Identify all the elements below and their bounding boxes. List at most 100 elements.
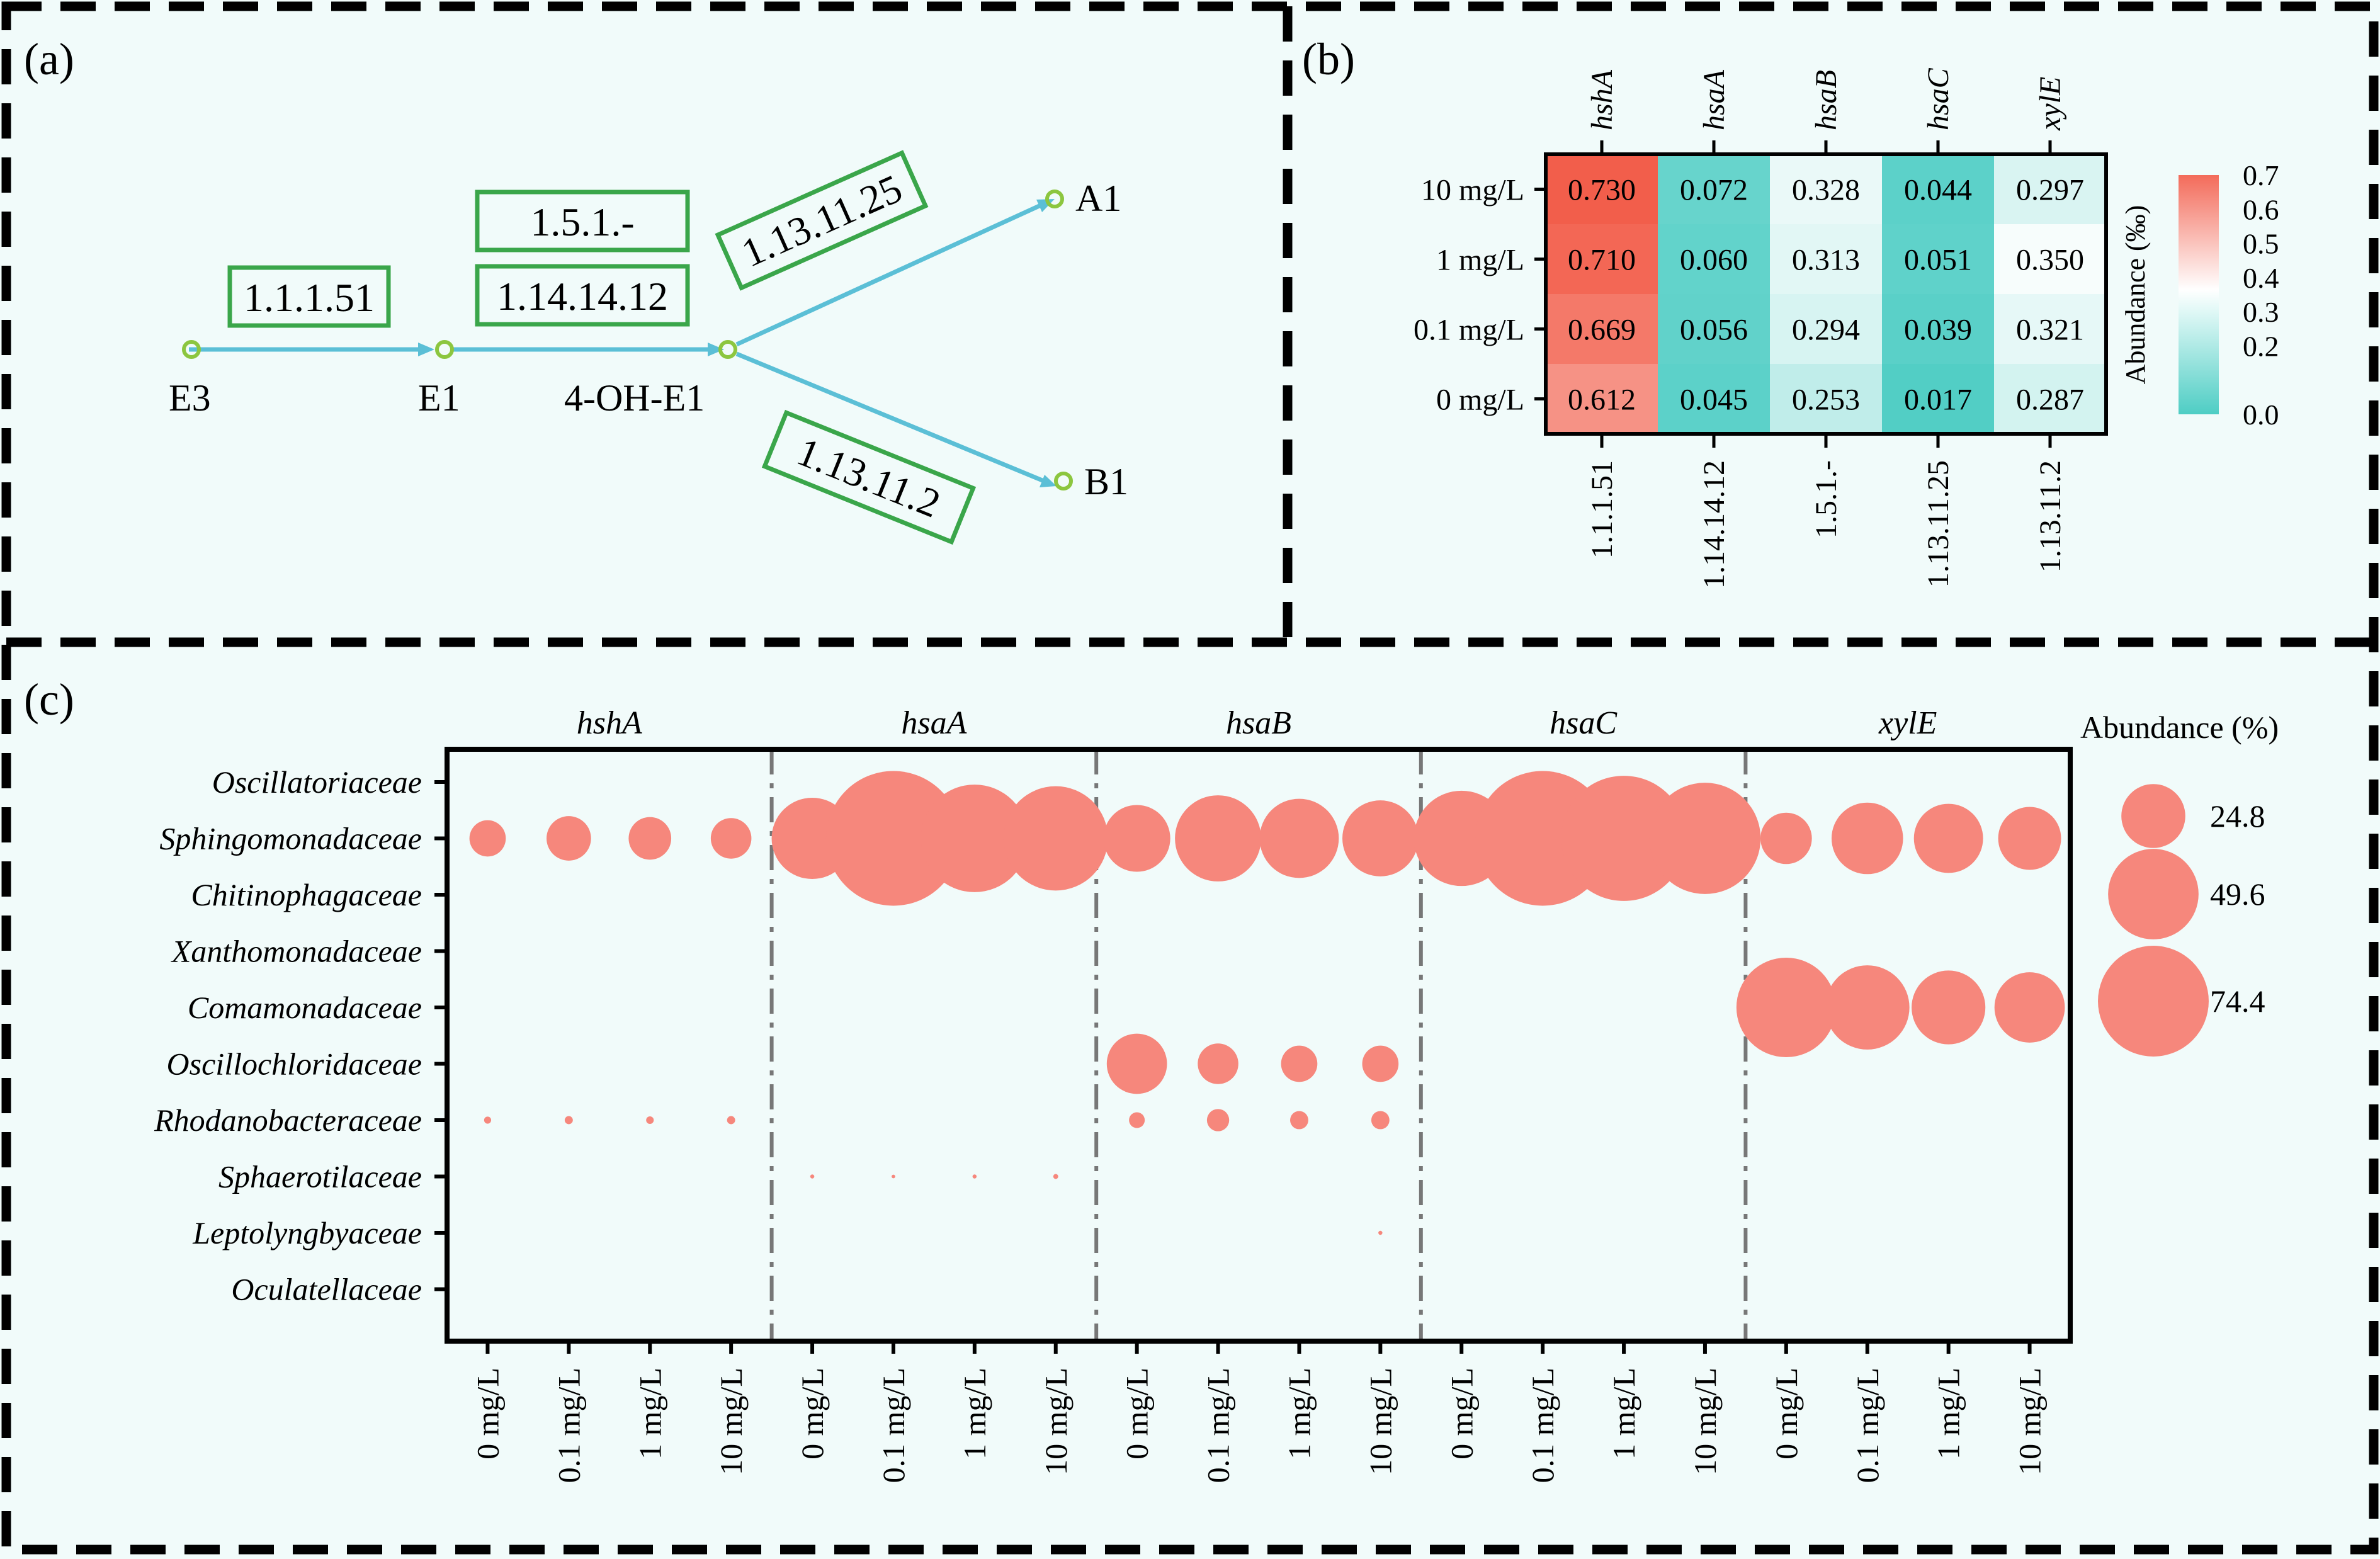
concentration-label: 10 mg/L <box>713 1368 749 1475</box>
concentration-label: 0.1 mg/L <box>1850 1368 1885 1483</box>
bubble-legend-label: 24.8 <box>2210 798 2265 834</box>
bubble-xylE <box>1736 957 1836 1058</box>
colorbar-tick-label: 0.0 <box>2243 399 2279 431</box>
bubble-hsaB <box>1106 1033 1167 1094</box>
heatmap-row-label: 1 mg/L <box>1436 244 1524 277</box>
heatmap-value-label: 0.350 <box>2016 244 2084 277</box>
heatmap-value-label: 0.039 <box>1904 314 1972 347</box>
heatmap-value-label: 0.287 <box>2016 383 2084 417</box>
heatmap-value-label: 0.313 <box>1792 244 1860 277</box>
bubble-chart: hshA hsaA hsaB hsaC xylE Oscillatoriaceae Sphi… <box>154 705 2279 1483</box>
bubble-hsaB <box>1129 1112 1145 1128</box>
family-label: Comamonadaceae <box>188 990 422 1025</box>
heatmap-gene-label: hshA <box>1585 69 1619 130</box>
family-label: Sphaerotilaceae <box>218 1159 422 1194</box>
heatmap-value-label: 0.044 <box>1904 174 1972 207</box>
heatmap-row-label: 0.1 mg/L <box>1414 314 1524 347</box>
heatmap-enzyme-label: 1.5.1.- <box>1810 460 1843 538</box>
panel-title-hsaC: hsaC <box>1550 705 1618 741</box>
node-label-4oh-e1: 4-OH-E1 <box>564 377 705 419</box>
enzyme-box-1-13-11-2: 1.13.11.2 <box>761 409 977 545</box>
heatmap-gene-label: hsaB <box>1810 70 1843 130</box>
bubble-xylE <box>1998 807 2061 870</box>
family-label: Xanthomonadaceae <box>171 934 422 969</box>
bubble-hsaA <box>1003 786 1108 891</box>
bubble-hsaB <box>1362 1045 1399 1082</box>
concentration-label: 10 mg/L <box>2012 1368 2048 1475</box>
heatmap-gene-label: xylE <box>2034 77 2067 131</box>
bubble-hsaB <box>1259 798 1339 878</box>
heatmap-value-label: 0.051 <box>1904 244 1972 277</box>
bubble-xylE <box>1825 965 1910 1050</box>
heatmap-value-label: 0.056 <box>1680 314 1748 347</box>
arrowhead-b1 <box>1040 475 1057 487</box>
heatmap-value-label: 0.253 <box>1792 383 1860 417</box>
bubble-hshA <box>628 817 672 860</box>
panel-title-hsaA: hsaA <box>901 705 966 741</box>
heatmap-cell <box>1882 224 1994 294</box>
node-label-b1: B1 <box>1084 461 1128 502</box>
heatmap-cell <box>1994 294 2106 364</box>
pathway-arrows <box>189 199 1057 487</box>
heatmap-value-label: 0.045 <box>1680 383 1748 417</box>
bubble-hsaB <box>1198 1043 1238 1084</box>
heatmap-enzyme-label: 1.1.1.51 <box>1585 460 1619 558</box>
panel-title-hsaB: hsaB <box>1226 705 1291 741</box>
family-label: Chitinophagaceae <box>191 877 422 912</box>
node-e3 <box>182 340 201 359</box>
heatmap-value-label: 0.710 <box>1568 244 1636 277</box>
heatmap-cell <box>1882 294 1994 364</box>
bubble-legend-title: Abundance (%) <box>2080 710 2279 745</box>
heatmap-value-label: 0.328 <box>1792 174 1860 207</box>
bubble-hsaC <box>1561 776 1687 901</box>
concentration-label: 10 mg/L <box>1363 1368 1398 1475</box>
pathway-diagram: E3 E1 4-OH-E1 A1 B1 1.1.1.51 1.5.1.- 1.1… <box>169 150 1128 545</box>
bubble-hsaA <box>921 785 1029 892</box>
heatmap-enzyme-label: 1.13.11.2 <box>2034 460 2067 572</box>
heatmap-cell <box>1882 364 1994 434</box>
family-label: Sphingomonadaceae <box>159 821 422 856</box>
bubble-xylE <box>1994 972 2065 1043</box>
family-label: Oscillatoriaceae <box>212 764 422 800</box>
bubble-legend-label: 74.4 <box>2210 984 2265 1019</box>
enzyme-box-1-14-14-12: 1.14.14.12 <box>475 264 690 327</box>
heatmap-cell <box>1546 364 1658 434</box>
node-4oh-e1 <box>718 340 737 359</box>
arrowhead-4oh <box>708 343 724 356</box>
heatmap-chart: 0.730 0.072 0.328 0.044 0.297 10 mg/L 0.710 0.0… <box>1414 67 2279 589</box>
family-label: Oculatellaceae <box>231 1272 422 1307</box>
bubble-legend-circle <box>2098 946 2209 1057</box>
bubble-hshA <box>710 818 752 859</box>
bubble-hsaB <box>1342 800 1419 876</box>
colorbar-tick-label: 0.2 <box>2243 330 2279 362</box>
bubble-hsaB <box>1290 1111 1308 1130</box>
family-label: Rhodanobacteraceae <box>154 1103 422 1138</box>
bubble-hsaB <box>1103 805 1170 872</box>
heatmap-value-label: 0.669 <box>1568 314 1636 347</box>
colorbar-tick-label: 0.4 <box>2243 262 2279 294</box>
concentration-label: 0 mg/L <box>1119 1368 1155 1460</box>
enzyme-label: 1.14.14.12 <box>497 274 668 319</box>
bubble-xylE <box>1913 803 1983 873</box>
concentration-label: 0.1 mg/L <box>876 1368 911 1483</box>
heatmap-cell <box>1882 154 1994 224</box>
concentration-label: 0 mg/L <box>795 1368 830 1460</box>
concentration-label: 1 mg/L <box>632 1368 667 1460</box>
panel-label-c: (c) <box>24 674 74 725</box>
bubble-hsaC <box>1649 783 1761 894</box>
heatmap-cell <box>1770 294 1882 364</box>
node-a1 <box>1045 190 1064 208</box>
heatmap-gene-label: hsaC <box>1922 67 1955 130</box>
concentration-label: 1 mg/L <box>1931 1368 1966 1460</box>
panel-title-xylE: xylE <box>1878 705 1937 741</box>
heatmap-value-label: 0.730 <box>1568 174 1636 207</box>
bubble-hsaA <box>892 1174 895 1179</box>
panel-label-b: (b) <box>1302 34 1355 84</box>
colorbar <box>2179 175 2219 414</box>
enzyme-label: 1.1.1.51 <box>244 275 375 320</box>
bubble-hsaA <box>972 1174 977 1179</box>
bubble-hshA <box>564 1116 573 1125</box>
bubble-hshA <box>484 1116 492 1124</box>
